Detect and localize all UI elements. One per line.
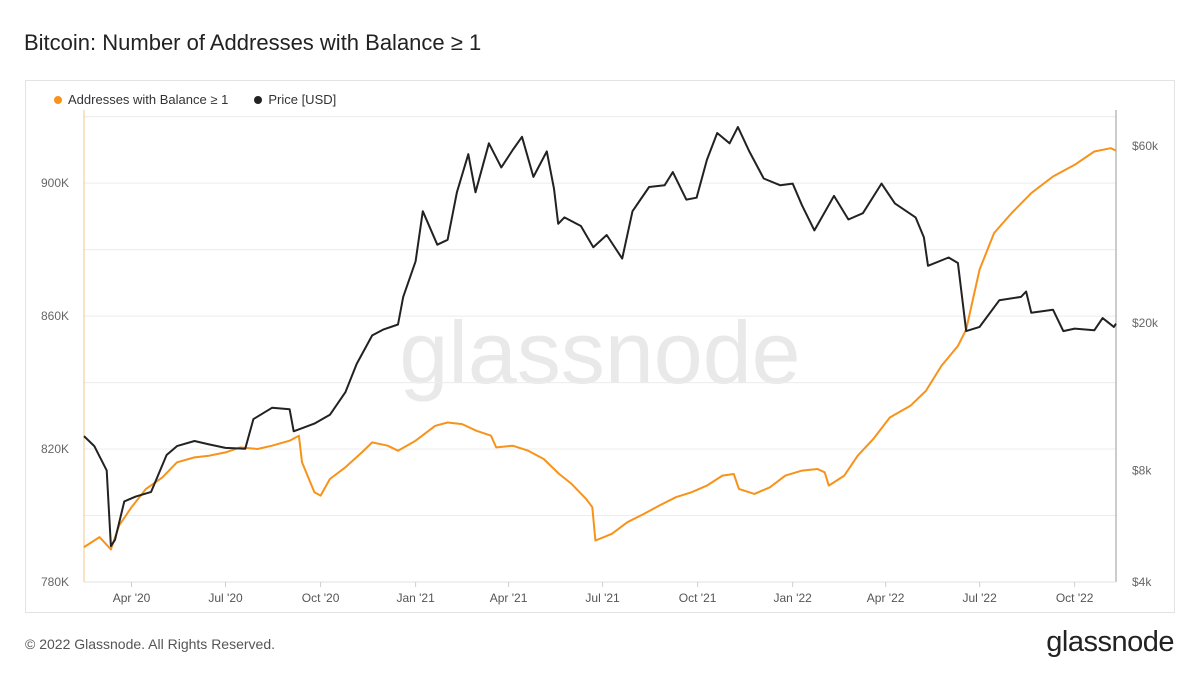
x-tick-label: Jul '22 [962, 591, 997, 605]
x-tick-label: Oct '22 [1056, 591, 1094, 605]
legend-dot-addresses [54, 95, 62, 104]
x-tick-label: Jan '21 [396, 591, 435, 605]
y-left-tick-label: 900K [41, 176, 69, 190]
series-line-price [83, 126, 1117, 548]
x-tick-label: Jul '20 [208, 591, 243, 605]
chart-title: Bitcoin: Number of Addresses with Balanc… [24, 30, 482, 55]
y-right-tick-label: $20k [1132, 316, 1159, 330]
y-right-tick-label: $4k [1132, 575, 1152, 589]
y-left-tick-label: 820K [41, 442, 69, 456]
chart-legend: Addresses with Balance ≥ 1 Price [USD] [54, 92, 336, 107]
x-tick-label: Jul '21 [585, 591, 620, 605]
legend-label-price: Price [USD] [268, 92, 337, 107]
x-tick-label: Apr '22 [867, 591, 905, 605]
chart-panel [25, 80, 1175, 613]
copyright-text: © 2022 Glassnode. All Rights Reserved. [25, 636, 276, 652]
y-right-tick-label: $8k [1132, 463, 1152, 477]
legend-dot-price [254, 95, 263, 104]
x-tick-label: Oct '20 [302, 591, 340, 605]
watermark: glassnode [399, 303, 800, 402]
y-left-tick-label: 780K [41, 575, 69, 589]
y-left-tick-label: 860K [41, 309, 69, 323]
glassnode-logo[interactable]: glassnode [1046, 626, 1174, 658]
x-tick-label: Apr '21 [490, 591, 528, 605]
legend-item-price[interactable]: Price [USD] [254, 92, 336, 107]
x-tick-label: Oct '21 [679, 591, 717, 605]
x-tick-label: Jan '22 [773, 591, 812, 605]
legend-item-addresses[interactable]: Addresses with Balance ≥ 1 [54, 92, 228, 107]
x-tick-label: Apr '20 [113, 591, 151, 605]
y-right-tick-label: $60k [1132, 139, 1159, 153]
legend-label-addresses: Addresses with Balance ≥ 1 [68, 92, 229, 107]
series-line-addresses [83, 147, 1117, 551]
